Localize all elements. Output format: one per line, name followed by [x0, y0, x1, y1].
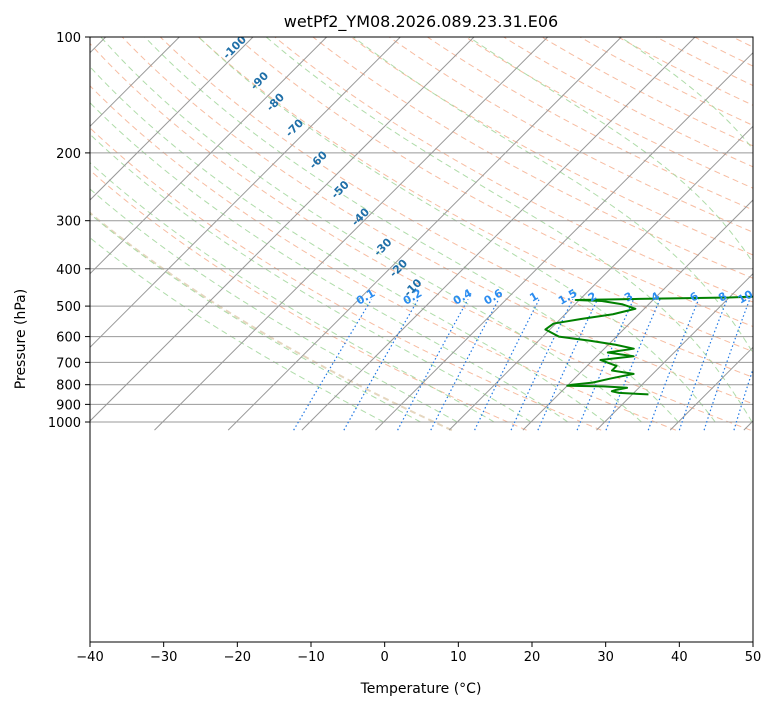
x-tick-label: 0 [381, 650, 389, 665]
sounding-profiles [544, 295, 753, 396]
isotherm [596, 272, 753, 431]
background-lines [90, 37, 753, 432]
y-tick-label: 900 [56, 398, 81, 413]
mixing-ratio-line [430, 298, 500, 431]
x-tick-label: 20 [524, 650, 541, 665]
dry-adiabat [90, 169, 527, 431]
x-tick-label: 10 [450, 650, 467, 665]
dry-adiabat [90, 42, 751, 431]
dry-adiabat [121, 37, 753, 405]
dry-adiabat [350, 37, 753, 256]
dry-adiabat [579, 37, 753, 126]
moist-adiabat [90, 102, 569, 423]
isotherm-lines [90, 37, 753, 431]
isotherm [90, 37, 328, 275]
mixing-ratio-line [703, 299, 751, 431]
isotherm [522, 199, 753, 431]
y-tick-label: 700 [56, 356, 81, 371]
y-tick-label: 500 [56, 300, 81, 315]
mixing-ratio-line [647, 299, 700, 431]
dry-adiabat [90, 127, 602, 431]
dry-adiabat-dense [90, 211, 453, 432]
dry-adiabat [502, 37, 753, 168]
dry-adiabat [274, 37, 753, 303]
mixing-ratio-line [537, 299, 599, 431]
dry-adiabat [90, 85, 677, 431]
y-tick-label: 600 [56, 331, 81, 346]
dewpoint-line [544, 295, 753, 396]
isotherm [227, 37, 622, 431]
y-tick-label: 200 [56, 147, 81, 162]
y-tick-label: 1000 [48, 416, 81, 431]
chart-title: wetPf2_YM08.2026.089.23.31.E06 [284, 12, 558, 32]
moist-adiabat [467, 37, 753, 264]
y-tick-label: 800 [56, 379, 81, 394]
dry-adiabat [312, 37, 753, 279]
dry-adiabat [464, 37, 753, 189]
mixing-ratio-line [576, 299, 635, 431]
moist-adiabat [90, 237, 384, 423]
dry-adiabat [197, 37, 753, 353]
mixing-ratio-lines [293, 298, 753, 431]
isotherm [90, 37, 475, 422]
y-tick-label: 300 [56, 215, 81, 230]
moist-adiabat [197, 37, 716, 423]
x-tick-label: −20 [224, 650, 251, 665]
mixing-ratio-label: 10 [736, 287, 756, 306]
isotherm [448, 125, 753, 431]
mixing-ratio-line [605, 299, 661, 431]
isotherm [669, 346, 753, 431]
dry-adiabat [235, 37, 753, 328]
mixing-ratio-line [678, 299, 728, 431]
x-tick-label: −30 [150, 650, 177, 665]
mixing-ratio-line [293, 298, 373, 431]
x-tick-label: 50 [745, 650, 762, 665]
dry-adiabat [426, 37, 753, 211]
isotherm [301, 37, 696, 431]
axes: −40 −30 −20 −10 0 10 20 30 40 50 100 200 300 400 500 60… [48, 31, 761, 665]
x-tick-label: 40 [671, 650, 688, 665]
isotherm [90, 37, 401, 349]
mixing-ratio-line [343, 298, 419, 431]
isotherm [90, 37, 254, 201]
dry-adiabat [540, 37, 753, 147]
dry-adiabat [617, 37, 753, 106]
moist-adiabat [100, 37, 642, 423]
mixing-ratio-line [733, 367, 753, 431]
moist-adiabat [90, 66, 605, 423]
moist-adiabat [265, 37, 753, 423]
moist-adiabat [144, 37, 679, 423]
dry-adiabat [159, 37, 753, 378]
y-tick-label: 100 [56, 31, 81, 46]
x-tick-label: 30 [597, 650, 614, 665]
y-tick-label: 400 [56, 263, 81, 278]
mixing-ratio-line [474, 299, 540, 431]
x-tick-label: −10 [297, 650, 324, 665]
isotherm [154, 37, 549, 431]
moist-adiabat [352, 37, 753, 354]
mixing-ratio-line [510, 299, 574, 431]
y-axis-label: Pressure (hPa) [13, 289, 29, 389]
moist-adiabat [90, 162, 495, 423]
isotherm [375, 51, 753, 431]
x-axis-label: Temperature (°C) [360, 681, 482, 697]
dry-adiabat [388, 37, 753, 233]
isotherm [90, 37, 180, 128]
x-tick-label: −40 [76, 650, 103, 665]
plot-frame [89, 36, 754, 643]
